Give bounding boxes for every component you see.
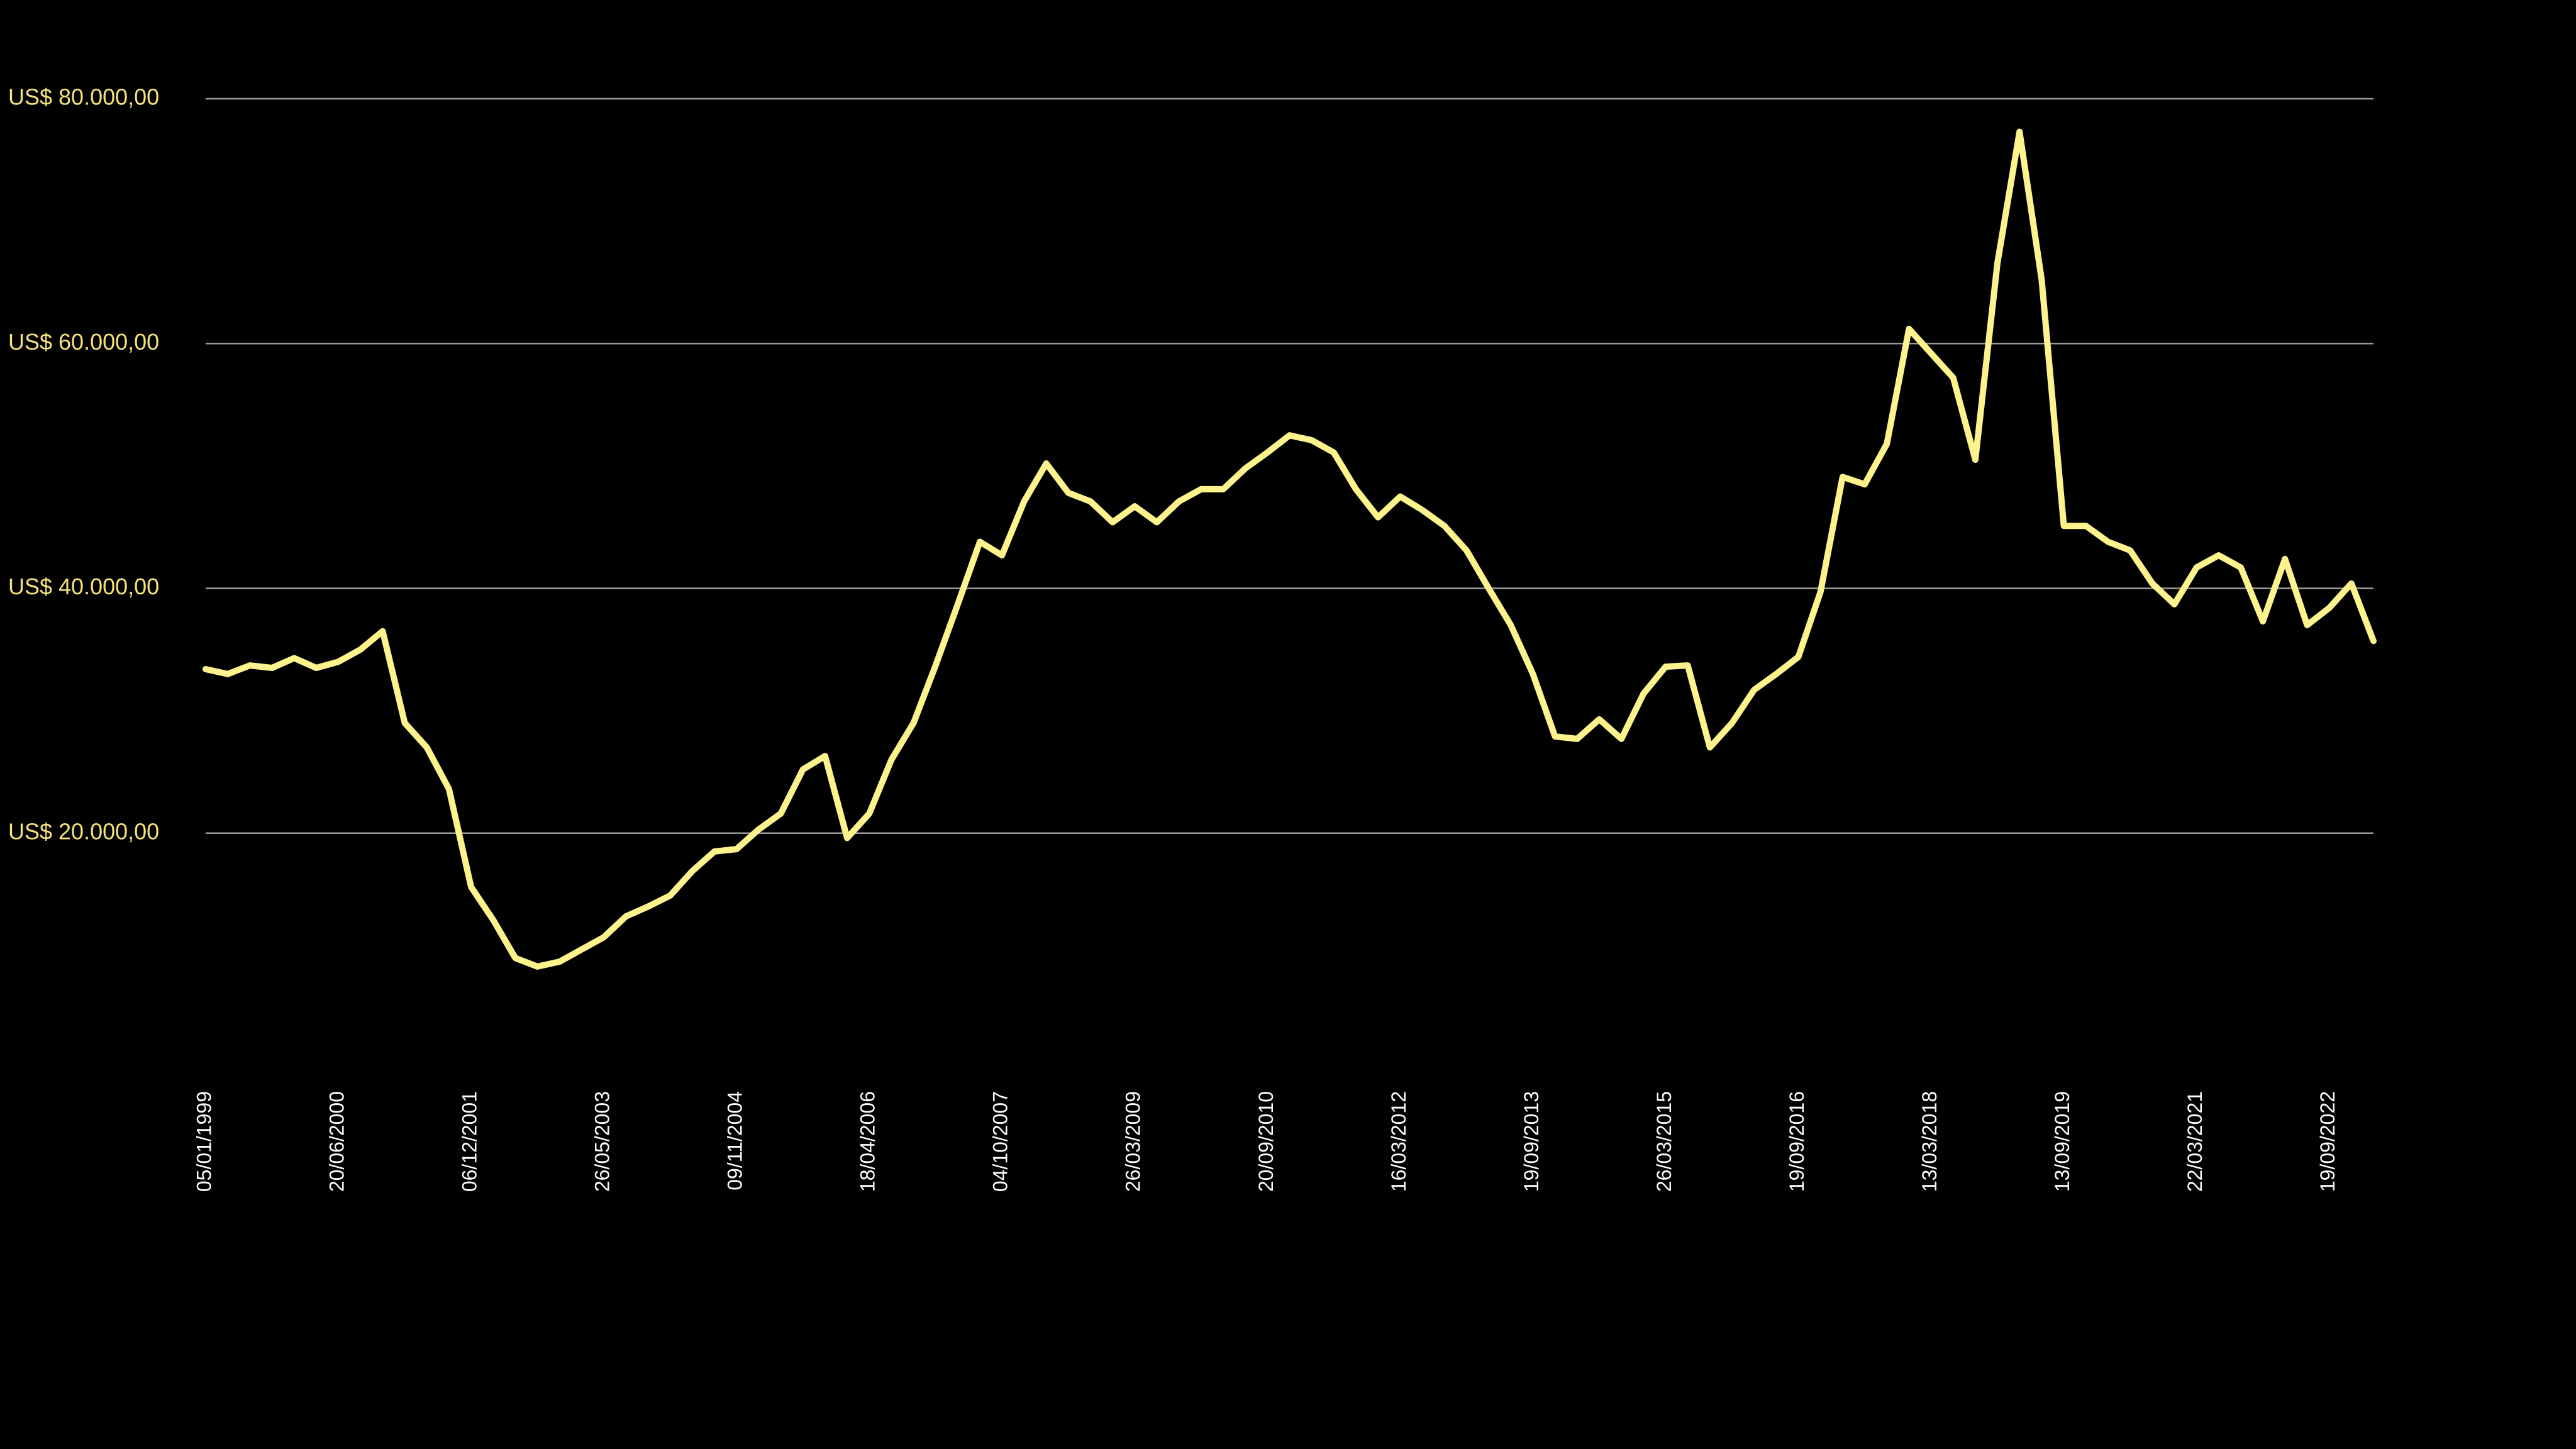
x-tick-label: 13/03/2018 xyxy=(1918,1091,1941,1192)
y-tick-label: US$ 80.000,00 xyxy=(8,84,159,110)
x-tick-label: 05/01/1999 xyxy=(192,1091,215,1192)
x-tick-label: 06/12/2001 xyxy=(458,1091,481,1192)
y-tick-label: US$ 20.000,00 xyxy=(8,818,159,844)
x-tick-label: 20/06/2000 xyxy=(325,1091,348,1192)
x-tick-label: 26/03/2015 xyxy=(1653,1091,1675,1192)
x-tick-label: 19/09/2016 xyxy=(1785,1091,1808,1192)
x-tick-label: 19/09/2022 xyxy=(2316,1091,2339,1192)
x-tick-label: 20/09/2010 xyxy=(1255,1091,1277,1192)
x-tick-label: 16/03/2012 xyxy=(1387,1091,1410,1192)
x-tick-label: 18/04/2006 xyxy=(857,1091,879,1192)
x-tick-label: 19/09/2013 xyxy=(1520,1091,1543,1192)
x-tick-label: 26/03/2009 xyxy=(1122,1091,1145,1192)
x-tick-label: 04/10/2007 xyxy=(989,1091,1012,1192)
y-tick-label: US$ 60.000,00 xyxy=(8,329,159,355)
x-tick-label: 13/09/2019 xyxy=(2051,1091,2074,1192)
x-tick-label: 09/11/2004 xyxy=(724,1091,747,1191)
x-tick-label: 26/05/2003 xyxy=(591,1091,614,1192)
x-tick-label: 22/03/2021 xyxy=(2184,1091,2206,1192)
price-line xyxy=(203,128,2377,970)
y-tick-label: US$ 40.000,00 xyxy=(8,574,159,599)
